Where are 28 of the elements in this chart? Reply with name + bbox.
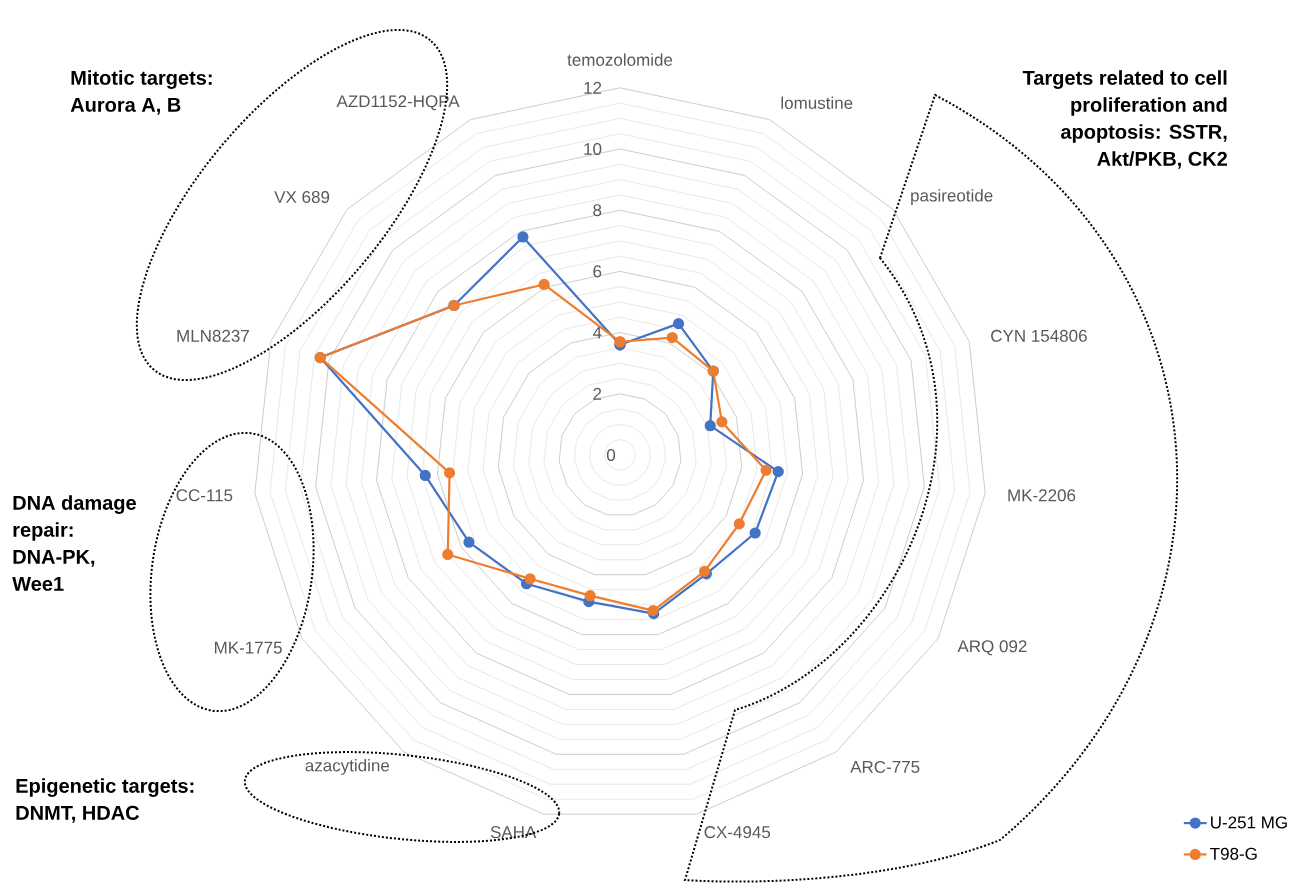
y-tick-label: 6 (593, 265, 602, 278)
legend-label: T98-G (1210, 847, 1257, 860)
text: DNA damage repair: DNA-PK, Wee1 (12, 495, 136, 591)
spoke-label: CYN 154806 (991, 329, 1087, 342)
legend-label: U-251 MG (1211, 816, 1287, 829)
y-tick-label: 0 (606, 448, 616, 462)
y-tick-label: 2 (593, 387, 602, 400)
spoke-label: CC-115 (176, 489, 233, 502)
spoke-label: SAHA (490, 826, 537, 839)
spoke-label: azacytidine (305, 759, 390, 775)
y-tick-label: 12 (584, 81, 602, 94)
text: Targets related to cell proliferation and apoptosis: SSTR, Akt/PKB, CK2 (1022, 70, 1227, 169)
spoke-label: VX 689 (274, 190, 330, 204)
spoke-label: pasireotide (911, 189, 993, 205)
y-tick-label: 10 (584, 142, 602, 156)
text: Mitotic targets: Aurora A, B (70, 70, 212, 115)
spoke-label: MK-2206 (1008, 489, 1076, 502)
text: Epigenetic targets: DNMT, HDAC (16, 778, 194, 823)
spoke-label: ARQ 092 (957, 640, 1027, 656)
y-tick-label: 8 (593, 204, 602, 217)
spoke-label: CX-4945 (704, 826, 771, 839)
y-tick-label: 4 (592, 326, 602, 339)
spoke-label: temozolomide (567, 53, 673, 66)
spoke-label: ARC-775 (850, 760, 920, 773)
spoke-label: lomustine (781, 96, 853, 110)
spoke-label: MLN8237 (177, 329, 249, 342)
spoke-label: AZD1152-HQPA (336, 95, 460, 111)
spoke-label: MK-1775 (214, 641, 282, 654)
